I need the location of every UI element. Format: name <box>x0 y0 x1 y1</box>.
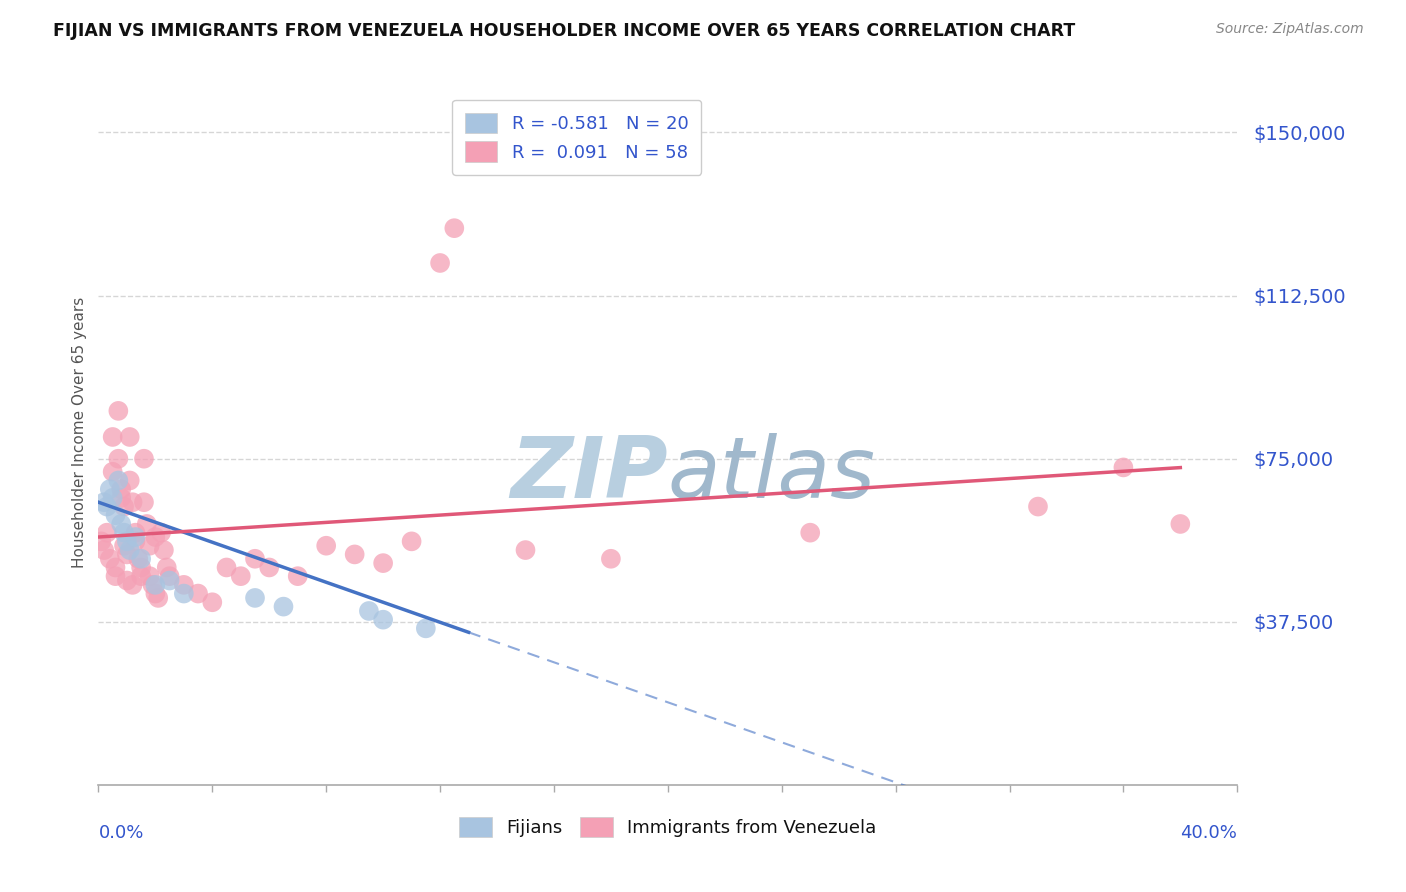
Point <box>93 495 115 509</box>
Point <box>799 525 821 540</box>
Point <box>107 404 129 418</box>
Point <box>104 560 127 574</box>
Point <box>124 534 146 549</box>
Point <box>315 539 337 553</box>
Point <box>215 560 238 574</box>
Point <box>401 534 423 549</box>
Point <box>101 491 124 505</box>
Point <box>173 578 195 592</box>
Point <box>110 491 132 505</box>
Point <box>173 586 195 600</box>
Text: ZIP: ZIP <box>510 434 668 516</box>
Point <box>98 551 121 566</box>
Point <box>343 548 366 562</box>
Point <box>600 551 623 566</box>
Point <box>156 560 179 574</box>
Point <box>121 495 143 509</box>
Point <box>93 543 115 558</box>
Point <box>373 613 395 627</box>
Point <box>357 604 380 618</box>
Point <box>107 451 129 466</box>
Point <box>115 534 138 549</box>
Point <box>112 500 135 514</box>
Text: Source: ZipAtlas.com: Source: ZipAtlas.com <box>1216 22 1364 37</box>
Point <box>98 482 121 496</box>
Point <box>129 560 152 574</box>
Point <box>515 543 537 558</box>
Point <box>110 482 132 496</box>
Point <box>127 551 149 566</box>
Point <box>187 586 209 600</box>
Point <box>115 574 138 588</box>
Point <box>159 569 181 583</box>
Point <box>1170 516 1192 531</box>
Point <box>129 569 152 583</box>
Point <box>101 465 124 479</box>
Point <box>145 578 167 592</box>
Text: atlas: atlas <box>668 434 876 516</box>
Legend: Fijians, Immigrants from Venezuela: Fijians, Immigrants from Venezuela <box>450 807 886 847</box>
Point <box>96 500 118 514</box>
Point <box>90 534 112 549</box>
Point <box>115 548 138 562</box>
Point <box>112 525 135 540</box>
Point <box>201 595 224 609</box>
Point <box>443 221 465 235</box>
Point <box>229 569 252 583</box>
Point <box>429 256 451 270</box>
Point <box>148 591 170 605</box>
Point <box>118 430 141 444</box>
Point <box>415 621 437 635</box>
Text: FIJIAN VS IMMIGRANTS FROM VENEZUELA HOUSEHOLDER INCOME OVER 65 YEARS CORRELATION: FIJIAN VS IMMIGRANTS FROM VENEZUELA HOUS… <box>53 22 1076 40</box>
Point <box>243 591 266 605</box>
Point <box>273 599 295 614</box>
Point <box>159 574 181 588</box>
Point <box>129 551 152 566</box>
Point <box>124 525 146 540</box>
Point <box>132 451 155 466</box>
Text: 40.0%: 40.0% <box>1181 823 1237 842</box>
Point <box>145 586 167 600</box>
Point <box>138 569 160 583</box>
Point <box>259 560 281 574</box>
Point <box>104 508 127 523</box>
Point <box>112 539 135 553</box>
Point <box>287 569 309 583</box>
Point <box>135 516 157 531</box>
Point <box>1112 460 1135 475</box>
Point <box>118 543 141 558</box>
Point <box>132 495 155 509</box>
Text: 0.0%: 0.0% <box>98 823 143 842</box>
Point <box>121 578 143 592</box>
Point <box>150 525 173 540</box>
Point <box>153 543 176 558</box>
Point <box>107 474 129 488</box>
Point <box>1026 500 1049 514</box>
Point <box>110 516 132 531</box>
Point <box>141 578 163 592</box>
Point <box>243 551 266 566</box>
Point <box>373 556 395 570</box>
Point <box>124 530 146 544</box>
Point <box>101 430 124 444</box>
Point <box>138 539 160 553</box>
Point <box>104 569 127 583</box>
Point <box>96 525 118 540</box>
Point <box>118 474 141 488</box>
Y-axis label: Householder Income Over 65 years: Householder Income Over 65 years <box>72 297 87 568</box>
Point <box>145 530 167 544</box>
